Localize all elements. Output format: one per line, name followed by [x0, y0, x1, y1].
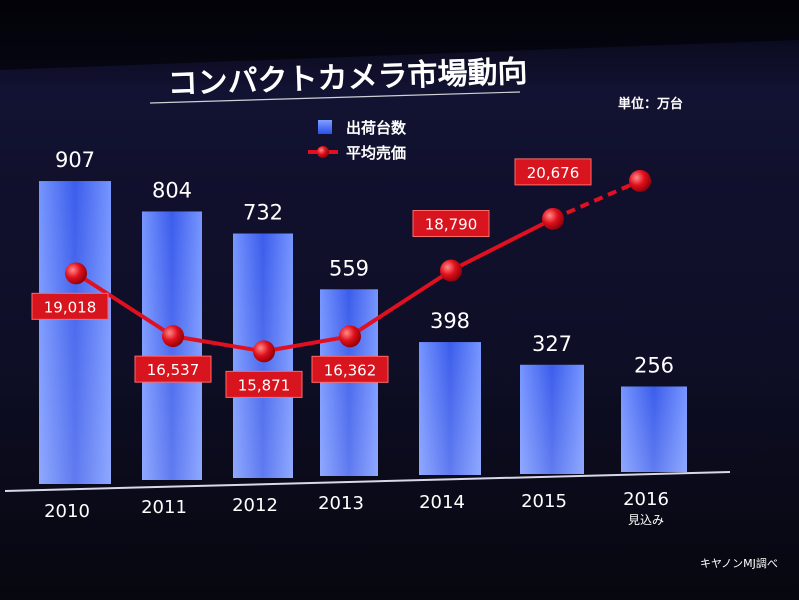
avg-price-label-2012: 15,871: [238, 376, 291, 394]
title-underline: [149, 91, 521, 104]
x-tick-label-2016: 2016: [623, 489, 669, 510]
bar-value-label-2016: 256: [634, 353, 674, 377]
bar-value-label-2012: 732: [243, 201, 283, 225]
slide-frame-shadow: [0, 0, 799, 70]
x-tick-label-2011: 2011: [141, 497, 187, 518]
bar-value-label-2014: 398: [430, 309, 470, 333]
avg-price-label-box-2013: [311, 355, 389, 383]
legend-line-marker: [317, 146, 329, 158]
avg-price-label-box-2014: [412, 210, 490, 238]
avg-price-line: [74, 217, 554, 354]
legend-line-label: 平均売価: [346, 144, 406, 162]
avg-price-point-2010: [65, 262, 87, 285]
avg-price-point-2012: [253, 340, 275, 363]
source-note: キヤノンMJ調べ: [700, 556, 778, 570]
line-layer: [65, 169, 651, 363]
x-tick-label-2010: 2010: [44, 501, 90, 522]
x-tick-note-2016: 見込み: [628, 513, 664, 527]
unit-label: 単位：万台: [618, 96, 683, 112]
bar-glow-2014: [419, 342, 481, 475]
avg-price-label-2010: 19,018: [44, 298, 97, 316]
avg-price-label-2014: 18,790: [425, 216, 478, 234]
x-tick-label-2015: 2015: [521, 491, 567, 512]
bar-glow-2015: [520, 364, 584, 474]
legend-bar-label: 出荷台数: [346, 119, 407, 137]
x-tick-label-2014: 2014: [419, 492, 465, 513]
avg-price-label-box-2011: [134, 355, 212, 383]
avg-price-point-2015: [542, 207, 564, 230]
bar-value-label-2010: 907: [55, 148, 95, 172]
legend-bar-swatch: [318, 120, 332, 134]
avg-price-label-box-2010: [31, 292, 109, 320]
avg-price-point-2016: [629, 169, 651, 192]
x-axis-baseline: [4, 471, 731, 492]
avg-price-projection: [552, 179, 641, 221]
bar-glow-2010: [39, 181, 111, 484]
avg-price-label-box-2012: [225, 370, 303, 398]
labels-layer: 907 2010 804 2011 732 2012 559 2013 398 2014 327 20…: [31, 148, 674, 527]
avg-price-label-2011: 16,537: [147, 361, 200, 379]
x-tick-label-2012: 2012: [232, 495, 278, 516]
avg-price-label-2013: 16,362: [324, 361, 377, 379]
avg-price-label-box-2015: [514, 158, 592, 186]
x-tick-label-2013: 2013: [318, 493, 364, 514]
avg-price-point-2014: [440, 259, 462, 282]
legend: 出荷台数 平均売価: [308, 119, 407, 162]
bar-value-label-2015: 327: [532, 332, 572, 356]
avg-price-point-2013: [339, 325, 361, 348]
avg-price-point-2011: [162, 325, 184, 348]
bar-glow-2016: [621, 386, 687, 472]
bar-value-label-2011: 804: [152, 178, 192, 202]
bar-value-label-2013: 559: [329, 256, 369, 280]
avg-price-label-2015: 20,676: [527, 164, 580, 182]
